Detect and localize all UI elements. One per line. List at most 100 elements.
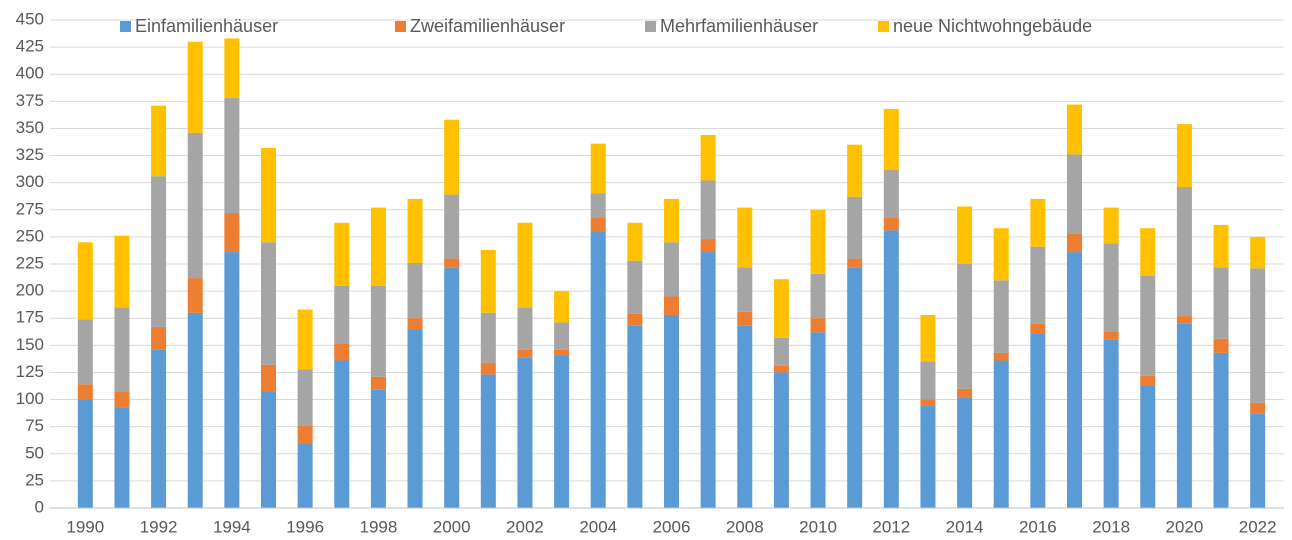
bar-segment (957, 264, 973, 389)
y-tick-label: 450 (16, 9, 44, 28)
bar-segment (1213, 224, 1229, 268)
y-tick-label: 100 (16, 389, 44, 408)
bar-segment (1067, 233, 1082, 253)
x-tick-label: 2006 (653, 517, 691, 536)
bar-segment (187, 41, 203, 133)
y-tick-label: 75 (25, 416, 44, 435)
bar-segment (627, 325, 643, 508)
bar-segment (700, 134, 716, 181)
bar-segment (517, 357, 533, 508)
y-tick-label: 0 (35, 497, 44, 516)
bar-segment (444, 258, 460, 268)
bar-segment (407, 262, 423, 319)
x-tick-label: 1990 (66, 517, 104, 536)
bar-segment (737, 267, 753, 312)
y-tick-label: 200 (16, 281, 44, 300)
bar-segment (883, 230, 899, 509)
bar-segment (1176, 323, 1192, 508)
bar-segment (1140, 228, 1156, 276)
bar-segment (664, 314, 679, 508)
bar-segment (957, 397, 973, 508)
bar-segment (883, 169, 899, 218)
y-tick-label: 375 (16, 91, 44, 110)
bar-segment (370, 207, 386, 286)
x-tick-label: 2000 (433, 517, 471, 536)
y-tick-label: 125 (16, 362, 44, 381)
legend-swatch (878, 21, 889, 32)
x-tick-label: 2012 (872, 517, 910, 536)
x-tick-label: 1994 (213, 517, 251, 536)
y-tick-label: 350 (16, 118, 44, 137)
bar-segment (187, 278, 203, 313)
bar-segment (114, 235, 130, 308)
y-tick-label: 175 (16, 308, 44, 327)
bar-segment (151, 176, 167, 327)
bar-segment (1030, 198, 1046, 247)
bar-segment (590, 231, 606, 508)
bar-segment (151, 105, 167, 177)
bar-segment (224, 98, 240, 214)
x-tick-label: 2016 (1019, 517, 1057, 536)
bar-segment (1213, 352, 1229, 508)
bar-segment (297, 369, 313, 426)
bar-segment (920, 406, 936, 508)
bar-segment (1030, 246, 1046, 324)
bar-segment (627, 313, 643, 326)
bar-segment (810, 273, 826, 319)
x-tick-label: 2018 (1092, 517, 1130, 536)
bar-segment (1140, 385, 1156, 508)
bar-segment (407, 329, 423, 508)
legend-swatch (120, 21, 131, 32)
bar-segment (1213, 338, 1229, 353)
x-tick-label: 2008 (726, 517, 764, 536)
bar-segment (847, 144, 863, 197)
bar-segment (517, 307, 533, 350)
bar-segment (1250, 402, 1266, 414)
bar-segment (590, 143, 606, 194)
bar-segment (444, 194, 460, 259)
y-tick-label: 50 (25, 443, 44, 462)
bar-segment (77, 399, 93, 508)
bar-segment (773, 365, 789, 373)
bar-segment (480, 249, 496, 313)
bar-segment (77, 242, 93, 320)
bar-segment (1250, 413, 1266, 508)
bar-segment (554, 355, 570, 508)
y-tick-label: 25 (25, 470, 44, 489)
bar-segment (517, 349, 533, 358)
bar-segment (700, 180, 716, 240)
bar-segment (480, 362, 496, 375)
bar-segment (554, 322, 570, 350)
bar-segment (590, 193, 606, 218)
bar-segment (700, 252, 716, 508)
x-tick-label: 1992 (140, 517, 178, 536)
bar-segment (224, 38, 240, 99)
bar-segment (590, 217, 606, 232)
legend-label: Einfamilienhäuser (135, 16, 278, 36)
y-tick-label: 150 (16, 335, 44, 354)
bar-segment (993, 228, 1009, 281)
bar-segment (1067, 104, 1082, 155)
bar-segment (554, 291, 570, 323)
bar-segment (1103, 339, 1119, 508)
bar-segment (1103, 207, 1119, 244)
bar-segment (1176, 124, 1192, 188)
bar-segment (1067, 252, 1082, 508)
bar-segment (261, 364, 276, 392)
bar-segment (444, 119, 460, 195)
legend-swatch (645, 21, 656, 32)
bar-segment (407, 198, 423, 263)
x-tick-label: 1996 (286, 517, 324, 536)
bar-segment (1250, 268, 1266, 403)
bar-segment (224, 213, 240, 253)
y-tick-label: 275 (16, 199, 44, 218)
bar-segment (1250, 236, 1266, 269)
bar-segment (151, 349, 167, 508)
bar-segment (114, 407, 130, 508)
bar-segment (700, 239, 716, 253)
bar-segment (370, 285, 386, 377)
x-tick-label: 2010 (799, 517, 837, 536)
bar-segment (810, 332, 826, 508)
bar-segment (773, 337, 789, 366)
y-tick-label: 225 (16, 253, 44, 272)
